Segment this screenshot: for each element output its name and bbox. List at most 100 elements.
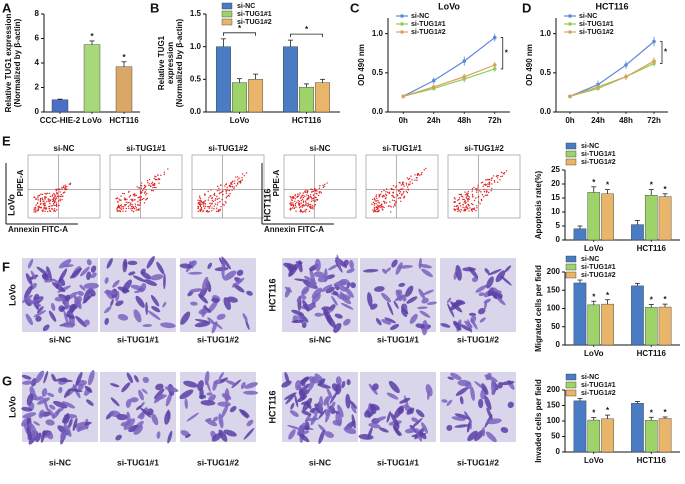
flow-event: [136, 209, 138, 211]
flow-event: [120, 204, 123, 206]
flow-event: [61, 199, 63, 201]
flow-group-label: si-TUG1#2: [464, 144, 504, 153]
flow-event: [467, 204, 469, 206]
cell: [156, 431, 161, 439]
flow-event: [202, 210, 205, 212]
flow-event: [218, 210, 220, 212]
cell: [76, 426, 88, 431]
flow-event: [409, 181, 411, 183]
flow-event: [133, 193, 136, 195]
cell: [418, 288, 426, 299]
flow-event: [382, 205, 384, 208]
cell: [69, 267, 83, 279]
flow-event: [309, 206, 311, 208]
legend-swatch: [221, 2, 233, 10]
micrograph-label: si-TUG1#1: [117, 334, 159, 344]
flow-event: [477, 184, 479, 187]
flow-event: [462, 206, 464, 209]
significance-marker: *: [663, 408, 667, 417]
flow-event: [289, 209, 291, 211]
flow-event: [376, 208, 378, 211]
flow-event: [214, 199, 216, 202]
y-tick-label: 15: [551, 193, 560, 202]
cell: [143, 279, 158, 286]
cell: [343, 318, 351, 326]
flow-event: [116, 197, 118, 200]
flow-event: [133, 207, 136, 210]
flow-event: [294, 198, 296, 200]
flow-event: [463, 209, 466, 211]
flow-event: [502, 172, 504, 174]
flow-event: [127, 205, 130, 207]
flow-event: [163, 173, 166, 176]
flow-event: [121, 206, 123, 208]
flow-event: [213, 208, 215, 210]
cell: [475, 284, 488, 293]
flow-event: [143, 186, 146, 189]
flow-event: [456, 208, 458, 210]
flow-event: [464, 202, 466, 204]
cell: [308, 376, 316, 391]
flow-event: [388, 191, 391, 194]
cell: [462, 267, 476, 272]
cell: [324, 431, 334, 438]
cell: [350, 405, 357, 414]
cell: [290, 402, 295, 410]
cell: [405, 285, 414, 297]
cell: [378, 427, 389, 433]
cell: [411, 417, 419, 423]
cell: [35, 315, 42, 322]
flow-event: [199, 204, 201, 207]
cell: [115, 434, 122, 441]
y-tick-label: 0.5: [540, 68, 552, 77]
flow-event: [152, 190, 155, 192]
cell: [499, 275, 512, 286]
flow-event: [491, 183, 493, 185]
cell: [351, 414, 356, 429]
flow-group-label: si-NC: [54, 144, 75, 153]
cell: [207, 394, 216, 402]
flow-event: [239, 182, 242, 184]
flow-event: [139, 199, 142, 202]
flow-event: [37, 209, 39, 211]
flow-event: [149, 183, 151, 185]
flow-event: [143, 184, 146, 187]
cell: [289, 410, 299, 417]
flow-event: [56, 195, 59, 198]
flow-event: [390, 211, 392, 213]
flow-event: [383, 202, 386, 204]
flow-event: [400, 184, 403, 186]
flow-event: [34, 196, 36, 199]
cell: [298, 312, 309, 323]
flow-event: [129, 202, 132, 204]
flow-event: [138, 196, 141, 198]
flow-event: [64, 186, 67, 188]
flow-event: [69, 182, 72, 184]
flow-event: [313, 194, 315, 196]
flow-event: [492, 175, 495, 177]
cell: [451, 416, 466, 421]
flow-event: [57, 188, 60, 191]
cell: [128, 271, 136, 276]
cell: [484, 374, 498, 383]
y-tick-label: 4: [35, 58, 40, 67]
flow-event: [216, 210, 218, 213]
line: [403, 64, 495, 97]
flow-event: [309, 203, 312, 206]
legend-label: si-TUG1#2: [581, 159, 616, 166]
cell: [72, 417, 78, 432]
flow-event: [298, 203, 301, 205]
legend-label: si-TUG1#2: [579, 29, 614, 36]
x-tick-label: 72h: [647, 116, 661, 125]
cell: [318, 409, 327, 419]
flow-event: [375, 195, 377, 198]
flow-event: [221, 191, 223, 193]
cell: [418, 263, 432, 269]
cell: [288, 263, 299, 277]
x-tick-label: LoVo: [584, 349, 604, 358]
legend-swatch: [400, 22, 404, 26]
flow-event: [140, 182, 143, 184]
cell: [154, 388, 165, 399]
y-axis-label: Migrated cells per field: [534, 265, 543, 352]
cell: [406, 296, 418, 304]
